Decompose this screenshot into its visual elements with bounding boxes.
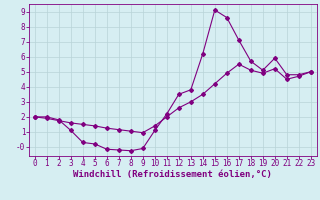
X-axis label: Windchill (Refroidissement éolien,°C): Windchill (Refroidissement éolien,°C) (73, 170, 272, 179)
